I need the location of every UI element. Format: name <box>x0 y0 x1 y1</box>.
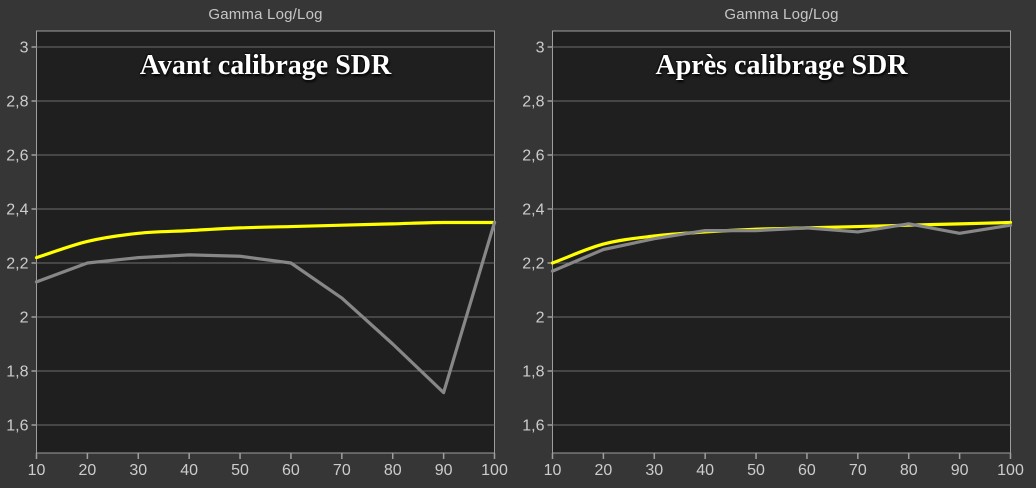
y-tick-label: 3 <box>536 40 545 57</box>
y-tick-label: 2,8 <box>6 94 28 111</box>
chart-after-calibration: 3 2,8 2,6 2,4 2,2 2 1,8 1,6 10 20 30 40 50 60 70 80 90 10… <box>516 0 1036 488</box>
chart-subtitle-before: Avant calibrage SDR <box>139 50 392 81</box>
measured-gamma-curve <box>550 222 1013 273</box>
chart-subtitle-after: Après calibrage SDR <box>655 50 908 81</box>
y-tick-label: 2 <box>20 310 29 327</box>
x-tick-label: 40 <box>696 462 714 479</box>
x-tick-label: 70 <box>333 462 351 479</box>
y-tick-label: 3 <box>20 40 29 57</box>
x-tick-label: 70 <box>849 462 867 479</box>
x-tick-label: 30 <box>129 462 147 479</box>
y-tick-label: 2,2 <box>6 256 28 273</box>
chart-header-after: Gamma Log/Log <box>724 6 839 23</box>
x-tick-label: 50 <box>747 462 765 479</box>
y-tick-label: 1,8 <box>6 364 28 381</box>
y-tick-label: 1,8 <box>522 364 544 381</box>
x-tick-label: 50 <box>231 462 249 479</box>
x-tick-label: 20 <box>78 462 96 479</box>
y-tick-label: 2,4 <box>6 202 28 219</box>
y-tick-label: 2,2 <box>522 256 544 273</box>
y-tick-label: 2,4 <box>522 202 544 219</box>
reference-gamma-curve <box>34 220 497 260</box>
x-tick-label: 80 <box>384 462 402 479</box>
chart-header-before: Gamma Log/Log <box>208 6 323 23</box>
x-tick-label: 40 <box>180 462 198 479</box>
x-tick-label: 60 <box>282 462 300 479</box>
y-tick-label: 2,8 <box>522 94 544 111</box>
x-tick-label: 80 <box>900 462 918 479</box>
chart-plot-before: 3 2,8 2,6 2,4 2,2 2 1,8 1,6 10 20 30 40 50 60 70 80 90 10… <box>6 30 508 479</box>
measured-gamma-curve <box>34 220 497 395</box>
x-tick-label: 60 <box>798 462 816 479</box>
x-tick-label: 90 <box>435 462 453 479</box>
x-tick-label: 100 <box>997 462 1024 479</box>
x-tick-label: 90 <box>951 462 969 479</box>
chart-before-calibration: 3 2,8 2,6 2,4 2,2 2 1,8 1,6 10 20 30 40 50 60 70 80 90 10… <box>0 0 516 488</box>
y-tick-label: 1,6 <box>6 418 28 435</box>
x-tick-label: 100 <box>481 462 508 479</box>
x-tick-label: 20 <box>594 462 612 479</box>
x-tick-label: 10 <box>544 462 562 479</box>
y-tick-label: 2,6 <box>6 148 28 165</box>
y-tick-label: 2,6 <box>522 148 544 165</box>
x-tick-label: 10 <box>28 462 46 479</box>
chart-plot-after: 3 2,8 2,6 2,4 2,2 2 1,8 1,6 10 20 30 40 50 60 70 80 90 10… <box>522 30 1024 479</box>
x-tick-label: 30 <box>645 462 663 479</box>
y-tick-label: 1,6 <box>522 418 544 435</box>
plot-area <box>36 30 495 454</box>
y-tick-label: 2 <box>536 310 545 327</box>
